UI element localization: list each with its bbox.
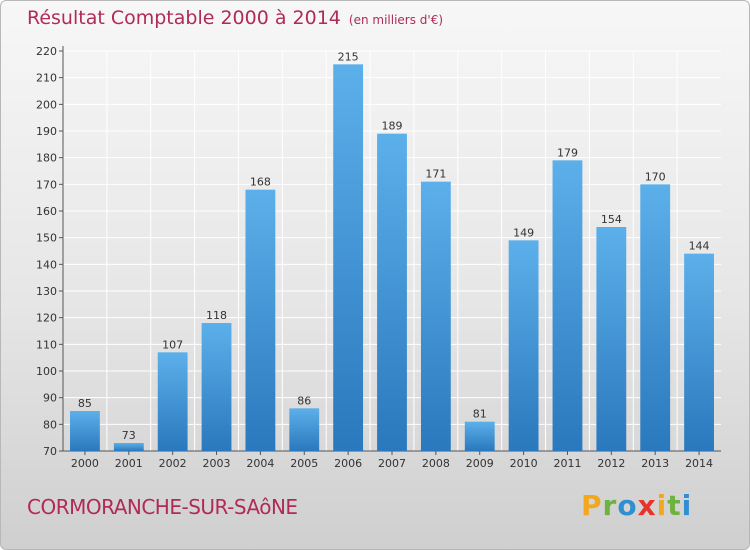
bar-2010 <box>508 240 539 451</box>
brand-letter: i <box>656 489 668 522</box>
bar-2001 <box>113 443 144 451</box>
value-label-2005: 86 <box>297 394 311 407</box>
bar-2009 <box>464 421 495 451</box>
chart-title-text: Résultat Comptable 2000 à 2014 <box>27 7 341 29</box>
value-label-2001: 73 <box>122 429 136 442</box>
x-tick-label-2013: 2013 <box>641 457 669 470</box>
value-label-2006: 215 <box>338 50 359 63</box>
brand-letter: o <box>617 489 638 522</box>
bar-2013 <box>640 184 671 452</box>
bar-2005 <box>289 408 320 451</box>
y-tick-label: 150 <box>36 232 57 245</box>
y-tick-label: 220 <box>36 45 57 58</box>
y-tick-label: 80 <box>43 418 57 431</box>
x-tick-label-2000: 2000 <box>71 457 99 470</box>
value-label-2009: 81 <box>473 408 487 421</box>
y-tick-label: 140 <box>36 258 57 271</box>
bar-2007 <box>377 133 407 451</box>
bar-2000 <box>70 411 100 451</box>
value-label-2003: 118 <box>206 309 227 322</box>
bar-2003 <box>201 323 232 451</box>
bar-2006 <box>333 64 364 452</box>
bar-2012 <box>596 227 627 451</box>
brand-letter: P <box>581 489 603 522</box>
y-tick-label: 180 <box>36 152 57 165</box>
y-tick-label: 120 <box>36 312 57 325</box>
value-label-2011: 179 <box>557 146 578 159</box>
bars <box>70 64 714 452</box>
commune-name: CORMORANCHE-SUR-SAôNE <box>27 495 298 519</box>
brand-letter: x <box>637 489 657 522</box>
y-tick-label: 100 <box>36 365 57 378</box>
x-tick-label-2010: 2010 <box>510 457 538 470</box>
x-tick-label-2009: 2009 <box>466 457 494 470</box>
x-tick-label-2012: 2012 <box>597 457 625 470</box>
y-tick-label: 210 <box>36 72 57 85</box>
value-label-2013: 170 <box>645 170 666 183</box>
x-tick-label-2011: 2011 <box>553 457 581 470</box>
x-tick-label-2001: 2001 <box>115 457 143 470</box>
value-label-2010: 149 <box>513 226 534 239</box>
value-label-2004: 168 <box>250 176 271 189</box>
x-tick-label-2004: 2004 <box>246 457 274 470</box>
brand-letter: i <box>681 489 693 522</box>
y-tick-label: 170 <box>36 178 57 191</box>
y-tick-label: 200 <box>36 98 57 111</box>
y-tick-label: 130 <box>36 285 57 298</box>
value-label-2014: 144 <box>689 240 710 253</box>
bar-2002 <box>157 352 188 451</box>
value-label-2008: 171 <box>425 168 446 181</box>
proxiti-logo[interactable]: Proxiti <box>581 489 692 522</box>
x-tick-label-2014: 2014 <box>685 457 713 470</box>
brand-letter: t <box>667 489 682 522</box>
brand-letter: r <box>602 489 618 522</box>
value-label-2007: 189 <box>382 120 403 133</box>
bar-2011 <box>552 160 583 452</box>
bar-2014 <box>684 253 714 451</box>
bar-2008 <box>420 181 451 451</box>
value-label-2012: 154 <box>601 213 622 226</box>
y-tick-label: 90 <box>43 392 57 405</box>
value-label-2000: 85 <box>78 397 92 410</box>
x-tick-label-2007: 2007 <box>378 457 406 470</box>
x-tick-label-2008: 2008 <box>422 457 450 470</box>
bar-2004 <box>245 189 276 451</box>
x-tick-label-2003: 2003 <box>203 457 231 470</box>
x-tick-label-2006: 2006 <box>334 457 362 470</box>
y-tick-label: 190 <box>36 125 57 138</box>
chart-title: Résultat Comptable 2000 à 2014 (en millie… <box>27 7 443 29</box>
y-tick-label: 160 <box>36 205 57 218</box>
x-tick-label-2002: 2002 <box>159 457 187 470</box>
value-label-2002: 107 <box>162 338 183 351</box>
x-tick-label-2005: 2005 <box>290 457 318 470</box>
y-tick-label: 110 <box>36 338 57 351</box>
chart-subtitle: (en milliers d'€) <box>348 13 444 27</box>
labels: 7080901001101201301401501601701801902002… <box>36 45 713 470</box>
y-tick-label: 70 <box>43 445 57 458</box>
